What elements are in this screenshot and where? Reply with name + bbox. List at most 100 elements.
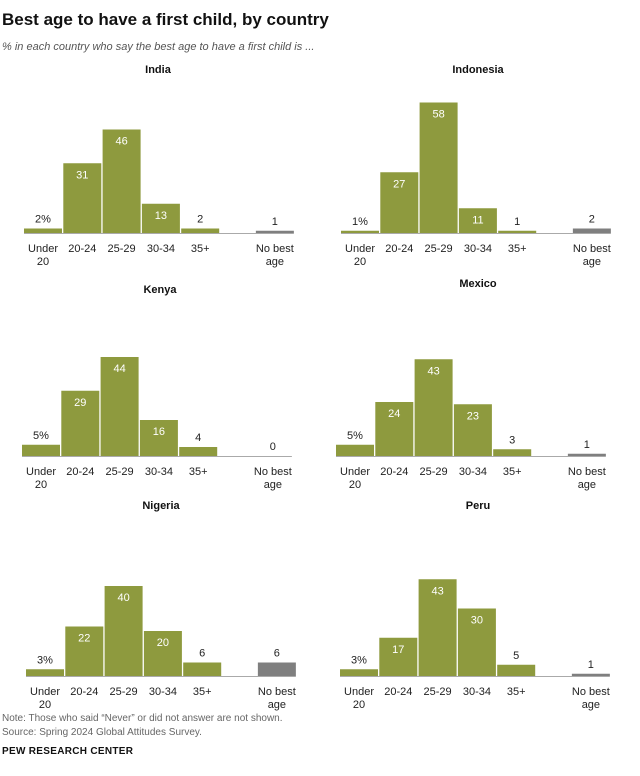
data-label: 1% <box>352 216 368 228</box>
bar <box>63 163 102 233</box>
bar <box>102 129 141 233</box>
bar <box>414 359 453 456</box>
x-tick-label: 35+ <box>193 686 212 698</box>
data-label: 43 <box>427 365 439 377</box>
data-label: 22 <box>78 633 90 645</box>
data-label: 17 <box>392 644 404 656</box>
chart-source: Source: Spring 2024 Global Attitudes Sur… <box>2 727 202 738</box>
bar <box>61 390 100 456</box>
x-tick-label: 25-29 <box>106 466 134 478</box>
x-tick-label: 30-34 <box>459 466 487 478</box>
bar <box>141 203 180 233</box>
x-tick-label: Under 20 <box>344 686 374 711</box>
data-label: 6 <box>274 648 280 660</box>
data-label: 2 <box>589 214 595 226</box>
data-label: 13 <box>155 210 167 222</box>
bar-no-best-age <box>572 228 611 233</box>
bar <box>453 404 492 456</box>
data-label: 29 <box>74 397 86 409</box>
x-tick-label: 30-34 <box>145 466 173 478</box>
x-tick-label: 30-34 <box>149 686 177 698</box>
bar <box>419 102 458 233</box>
data-label: 16 <box>153 426 165 438</box>
bar <box>457 608 496 676</box>
panel-title: Kenya <box>143 284 177 296</box>
x-tick-label: 20-24 <box>68 243 96 255</box>
x-tick-label: No best age <box>258 686 296 711</box>
x-tick-label: 30-34 <box>464 243 492 255</box>
x-tick-label: Under 20 <box>340 466 370 491</box>
data-label: 43 <box>431 585 443 597</box>
data-label: 2 <box>197 214 203 226</box>
data-label: 1 <box>514 216 520 228</box>
x-tick-label: 25-29 <box>108 243 136 255</box>
x-tick-label: Under 20 <box>26 466 56 491</box>
x-tick-label: No best age <box>254 466 292 491</box>
x-tick-label: 20-24 <box>384 686 412 698</box>
bar <box>380 172 419 233</box>
bar <box>143 631 182 676</box>
bar <box>139 420 178 456</box>
x-tick-label: Under 20 <box>28 243 58 268</box>
bar <box>181 228 220 233</box>
data-label: 5% <box>347 430 363 442</box>
data-label: 0 <box>270 441 276 453</box>
data-label: 4 <box>195 432 201 444</box>
bar <box>26 669 64 676</box>
data-label: 30 <box>471 615 483 627</box>
x-tick-label: 35+ <box>189 466 208 478</box>
data-label: 5 <box>513 650 519 662</box>
data-label: 20 <box>157 637 169 649</box>
data-label: 1 <box>272 216 278 228</box>
bar <box>183 662 222 676</box>
x-tick-label: 20-24 <box>385 243 413 255</box>
bar <box>65 626 104 676</box>
data-label: 40 <box>117 592 129 604</box>
data-label: 44 <box>113 363 125 375</box>
x-tick-label: 25-29 <box>110 686 138 698</box>
bar <box>497 664 536 676</box>
data-label: 1 <box>588 659 594 671</box>
bar-no-best-age <box>257 662 296 676</box>
panel-title: Mexico <box>459 278 497 290</box>
x-tick-label: No best age <box>573 243 611 268</box>
bar <box>418 579 457 676</box>
x-tick-label: Under 20 <box>30 686 60 711</box>
panel-title: Indonesia <box>452 64 504 76</box>
x-tick-label: 30-34 <box>147 243 175 255</box>
bar <box>493 449 532 456</box>
bar <box>375 402 414 456</box>
x-tick-label: 35+ <box>508 243 527 255</box>
data-label: 24 <box>388 408 400 420</box>
panel-title: Peru <box>466 500 490 512</box>
bar <box>458 208 497 233</box>
bar <box>379 637 418 676</box>
x-tick-label: No best age <box>572 686 610 711</box>
bar <box>498 230 537 233</box>
bar <box>340 669 378 676</box>
x-tick-label: Under 20 <box>345 243 375 268</box>
data-label: 1 <box>584 439 590 451</box>
data-label: 2% <box>35 214 51 226</box>
x-tick-label: 25-29 <box>420 466 448 478</box>
bar-no-best-age <box>255 230 294 233</box>
bar <box>100 357 139 456</box>
data-label: 27 <box>393 178 405 190</box>
data-label: 31 <box>76 169 88 181</box>
data-label: 11 <box>472 214 483 226</box>
data-label: 23 <box>467 410 479 422</box>
x-tick-label: 20-24 <box>380 466 408 478</box>
data-label: 3 <box>509 434 515 446</box>
x-tick-label: No best age <box>256 243 294 268</box>
x-tick-label: 20-24 <box>66 466 94 478</box>
bar-no-best-age <box>571 673 610 676</box>
brand-logo-text: PEW RESEARCH CENTER <box>2 746 134 757</box>
bar-no-best-age <box>567 453 606 456</box>
bar <box>336 444 374 456</box>
x-tick-label: No best age <box>568 466 606 491</box>
data-label: 6 <box>199 648 205 660</box>
bar <box>179 447 218 456</box>
x-tick-label: 25-29 <box>424 686 452 698</box>
x-tick-label: 30-34 <box>463 686 491 698</box>
bar <box>24 228 62 233</box>
